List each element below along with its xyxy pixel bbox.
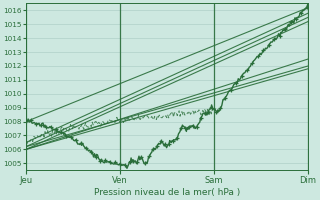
- X-axis label: Pression niveau de la mer( hPa ): Pression niveau de la mer( hPa ): [94, 188, 240, 197]
